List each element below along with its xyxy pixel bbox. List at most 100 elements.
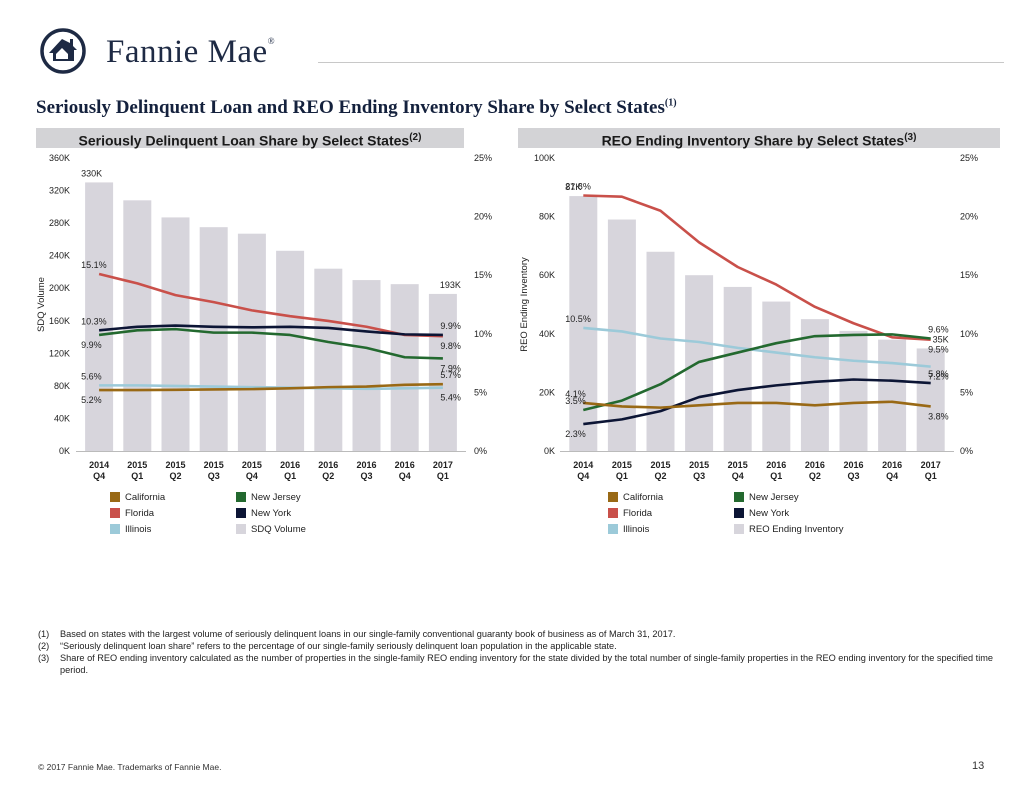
reo-data-label: 7.2% bbox=[928, 372, 949, 382]
reo-data-label: 21.8% bbox=[565, 182, 591, 192]
reo-ytick-label: 0K bbox=[544, 446, 555, 456]
sdq-ytick-label: 280K bbox=[49, 218, 70, 228]
legend-swatch bbox=[236, 492, 246, 503]
footnote-1: (1) Based on states with the largest volu… bbox=[38, 629, 676, 639]
sdq-xtick-quarter: Q1 bbox=[131, 471, 143, 481]
reo-xtick-year: 2015 bbox=[689, 460, 709, 470]
sdq-bar bbox=[390, 284, 419, 451]
legend-label: Illinois bbox=[623, 524, 650, 535]
sdq-ytick-label: 120K bbox=[49, 348, 70, 358]
sdq-y2tick-label: 25% bbox=[474, 153, 492, 163]
reo-bar bbox=[723, 286, 752, 451]
reo-ytick-label: 20K bbox=[539, 387, 555, 397]
sdq-xtick-quarter: Q1 bbox=[437, 471, 449, 481]
reo-xtick-quarter: Q1 bbox=[925, 471, 937, 481]
sdq-xtick-quarter: Q4 bbox=[399, 471, 411, 481]
sdq-y2tick-label: 10% bbox=[474, 329, 492, 339]
left-panel-title: Seriously Delinquent Loan Share by Selec… bbox=[36, 128, 464, 149]
legend-item: New Jersey bbox=[734, 492, 799, 503]
legend-label: SDQ Volume bbox=[251, 524, 306, 535]
sdq-line-california bbox=[99, 382, 443, 392]
reo-data-label: 10.5% bbox=[565, 314, 591, 324]
sdq-y2tick-label: 5% bbox=[474, 387, 487, 397]
reo-ytick-label: 80K bbox=[539, 212, 555, 222]
legend-swatch bbox=[608, 524, 618, 535]
reo-xtick-quarter: Q4 bbox=[732, 471, 744, 481]
legend-swatch bbox=[110, 524, 120, 535]
reo-data-label: 3.8% bbox=[928, 411, 949, 421]
reo-xtick-quarter: Q4 bbox=[886, 471, 898, 481]
sdq-xtick-year: 2015 bbox=[165, 460, 185, 470]
reo-bar bbox=[607, 219, 636, 451]
reo-xtick-year: 2016 bbox=[805, 460, 825, 470]
reo-xtick-year: 2016 bbox=[843, 460, 863, 470]
reo-xtick-year: 2017 bbox=[921, 460, 941, 470]
sdq-data-label: 9.8% bbox=[440, 341, 461, 351]
sdq-ytick-label: 80K bbox=[54, 381, 70, 391]
reo-ylabel: REO Ending Inventory bbox=[519, 257, 530, 352]
reo-xtick-year: 2015 bbox=[612, 460, 632, 470]
legend-item: New Jersey bbox=[236, 492, 301, 503]
reo-y2tick-label: 5% bbox=[960, 387, 973, 397]
reo-bar bbox=[916, 348, 945, 451]
sdq-ytick-label: 160K bbox=[49, 316, 70, 326]
page-number: 13 bbox=[972, 760, 985, 772]
reo-xtick-year: 2016 bbox=[882, 460, 902, 470]
sdq-line-new-york bbox=[98, 324, 443, 337]
sdq-bar bbox=[199, 227, 228, 451]
reo-xtick-year: 2016 bbox=[766, 460, 786, 470]
reo-bar bbox=[878, 339, 907, 451]
legend-swatch bbox=[734, 508, 744, 519]
page-title: Seriously Delinquent Loan and REO Ending… bbox=[36, 97, 677, 118]
reo-xtick-year: 2015 bbox=[650, 460, 670, 470]
reo-bar bbox=[762, 301, 791, 451]
brand-name: Fannie Mae® bbox=[106, 34, 276, 70]
reo-data-label: 87K bbox=[565, 182, 581, 192]
legend-swatch bbox=[110, 492, 120, 503]
sdq-xtick-year: 2016 bbox=[356, 460, 376, 470]
reo-line-new-jersey bbox=[582, 333, 931, 412]
sdq-data-label: 330K bbox=[81, 168, 102, 178]
sdq-ytick-label: 240K bbox=[49, 251, 70, 261]
sdq-data-label: 10.3% bbox=[81, 316, 107, 326]
sdq-y2tick-label: 20% bbox=[474, 212, 492, 222]
sdq-ytick-label: 360K bbox=[49, 153, 70, 163]
footnotes: (1) Based on states with the largest volu… bbox=[38, 628, 1000, 676]
sdq-xtick-quarter: Q4 bbox=[246, 471, 258, 481]
reo-xtick-quarter: Q2 bbox=[809, 471, 821, 481]
legend-label: New York bbox=[749, 508, 790, 519]
reo-xtick-quarter: Q2 bbox=[654, 471, 666, 481]
sdq-line-florida bbox=[98, 272, 443, 338]
sdq-line-new-jersey bbox=[98, 327, 443, 360]
reo-data-label: 35K bbox=[933, 334, 949, 344]
reo-bar bbox=[800, 319, 829, 451]
sdq-xtick-year: 2015 bbox=[204, 460, 224, 470]
sdq-bar bbox=[276, 250, 305, 451]
sdq-data-label: 7.9% bbox=[440, 363, 461, 373]
legend-swatch bbox=[608, 508, 618, 519]
reo-y2tick-label: 15% bbox=[960, 270, 978, 280]
logo-seal-icon bbox=[40, 28, 86, 74]
header-divider bbox=[318, 62, 1004, 63]
reo-line-new-york bbox=[583, 378, 931, 426]
sdq-bar bbox=[352, 280, 381, 451]
reo-line-florida bbox=[583, 194, 931, 341]
legend-item: REO Ending Inventory bbox=[734, 524, 844, 535]
sdq-data-label: 5.7% bbox=[440, 370, 461, 380]
legend-swatch bbox=[110, 508, 120, 519]
sdq-data-label: 5.6% bbox=[81, 371, 102, 381]
sdq-xtick-year: 2016 bbox=[395, 460, 415, 470]
sdq-ytick-label: 320K bbox=[49, 186, 70, 196]
reo-xtick-year: 2015 bbox=[728, 460, 748, 470]
reo-ytick-label: 40K bbox=[539, 329, 555, 339]
reo-data-label: 5.8% bbox=[928, 369, 949, 379]
reo-line-illinois bbox=[583, 326, 931, 368]
sdq-bar bbox=[314, 268, 343, 451]
reo-ytick-label: 100K bbox=[534, 153, 555, 163]
sdq-xtick-quarter: Q2 bbox=[169, 471, 181, 481]
legend-swatch bbox=[236, 508, 246, 519]
reo-xtick-quarter: Q3 bbox=[693, 471, 705, 481]
legend-swatch bbox=[608, 492, 618, 503]
reo-data-label: 3.5% bbox=[565, 396, 586, 406]
